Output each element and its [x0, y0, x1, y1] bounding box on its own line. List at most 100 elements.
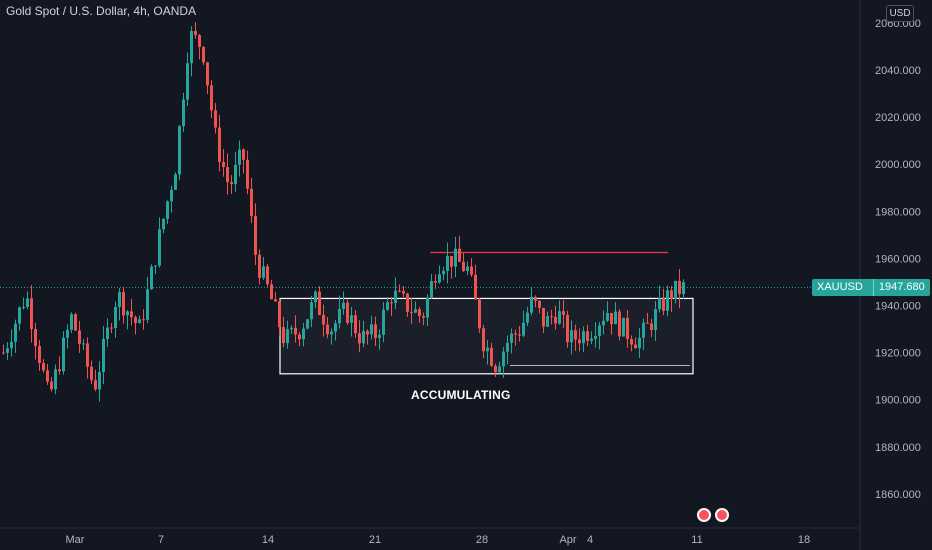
- candle-body: [550, 316, 553, 318]
- candle-body: [294, 327, 297, 335]
- candle-body: [94, 380, 97, 390]
- y-tick-label: 1920.000: [875, 348, 921, 360]
- candle-body: [38, 345, 41, 364]
- candle-body: [526, 312, 529, 323]
- candle-body: [582, 331, 585, 344]
- candle-body: [486, 347, 489, 352]
- candle-body: [570, 330, 573, 343]
- candle-body: [302, 328, 305, 340]
- candle-body: [46, 370, 49, 382]
- candle-body: [534, 296, 537, 301]
- candle-body: [330, 331, 333, 335]
- candle-body: [334, 323, 337, 332]
- candle-body: [382, 309, 385, 335]
- candle-body: [494, 365, 497, 373]
- candle-body: [178, 126, 181, 175]
- accumulating-annotation[interactable]: ACCUMULATING: [411, 388, 511, 402]
- candle-body: [146, 289, 149, 320]
- candle-body: [454, 248, 457, 267]
- candle-body: [646, 322, 649, 324]
- y-tick-label: 2040.000: [875, 65, 921, 77]
- candle-body: [394, 290, 397, 303]
- candle-body: [110, 327, 113, 329]
- y-tick-label: 1880.000: [875, 442, 921, 454]
- candle-body: [286, 329, 289, 344]
- candle-body: [466, 266, 469, 272]
- candle-body: [482, 328, 485, 352]
- candle-body: [170, 189, 173, 202]
- candle-body: [134, 317, 137, 324]
- x-tick-label: 14: [262, 534, 274, 546]
- candle-body: [254, 215, 257, 255]
- candle-body: [374, 324, 377, 338]
- y-tick-label: 1960.000: [875, 253, 921, 265]
- candle-body: [586, 331, 589, 341]
- candle-body: [682, 282, 685, 295]
- candle-body: [638, 337, 641, 349]
- symbol-title[interactable]: Gold Spot / U.S. Dollar, 4h, OANDA: [6, 4, 197, 18]
- candle-body: [142, 319, 145, 321]
- candle-body: [538, 300, 541, 308]
- candle-body: [626, 317, 629, 339]
- candle-body: [366, 330, 369, 335]
- candle-body: [598, 325, 601, 336]
- candle-body: [642, 322, 645, 338]
- candle-body: [666, 290, 669, 311]
- candle-body: [102, 338, 105, 373]
- candle-body: [386, 302, 389, 310]
- y-tick-label: 1860.000: [875, 489, 921, 501]
- candle-body: [182, 99, 185, 127]
- candle-body: [470, 266, 473, 275]
- candle-body: [462, 261, 465, 272]
- candle-body: [258, 254, 261, 278]
- candle-body: [558, 311, 561, 324]
- candle-body: [130, 311, 133, 318]
- candle-body: [62, 337, 65, 372]
- candle-body: [138, 319, 141, 324]
- currency-badge[interactable]: USD: [886, 5, 914, 22]
- candle-body: [370, 324, 373, 335]
- candle-body: [510, 333, 513, 343]
- last-price-tag: XAUUSD 1947.680: [812, 279, 930, 296]
- candle-body: [194, 31, 197, 36]
- candle-body: [498, 366, 501, 373]
- us-flag-event-icon[interactable]: [715, 508, 729, 522]
- candle-body: [126, 311, 129, 316]
- price-tag-symbol: XAUUSD: [812, 279, 874, 296]
- candle-body: [422, 315, 425, 318]
- candle-body: [502, 351, 505, 367]
- candle-body: [414, 309, 417, 313]
- candle-body: [18, 307, 21, 324]
- candle-body: [278, 301, 281, 328]
- candle-body: [230, 182, 233, 185]
- candle-body: [106, 327, 109, 339]
- candle-body: [326, 324, 329, 335]
- candle-body: [290, 327, 293, 330]
- candle-body: [430, 281, 433, 298]
- candle-body: [58, 369, 61, 372]
- candle-body: [378, 334, 381, 338]
- candle-body: [566, 314, 569, 343]
- candle-body: [630, 338, 633, 345]
- candle-body: [410, 311, 413, 313]
- candle-body: [2, 352, 5, 354]
- candle-body: [402, 291, 405, 294]
- candle-body: [522, 322, 525, 336]
- price-tag-value: 1947.680: [878, 281, 925, 293]
- candle-body: [546, 316, 549, 327]
- candle-body: [358, 333, 361, 344]
- candle-body: [26, 298, 29, 307]
- candle-body: [514, 333, 517, 335]
- candle-body: [314, 291, 317, 303]
- candle-body: [614, 311, 617, 325]
- candle-body: [442, 271, 445, 275]
- candle-body: [610, 313, 613, 325]
- candle-body: [674, 280, 677, 299]
- candle-body: [474, 274, 477, 300]
- candle-body: [346, 302, 349, 323]
- candle-body: [114, 306, 117, 329]
- us-flag-event-icon[interactable]: [697, 508, 711, 522]
- candle-body: [78, 330, 81, 344]
